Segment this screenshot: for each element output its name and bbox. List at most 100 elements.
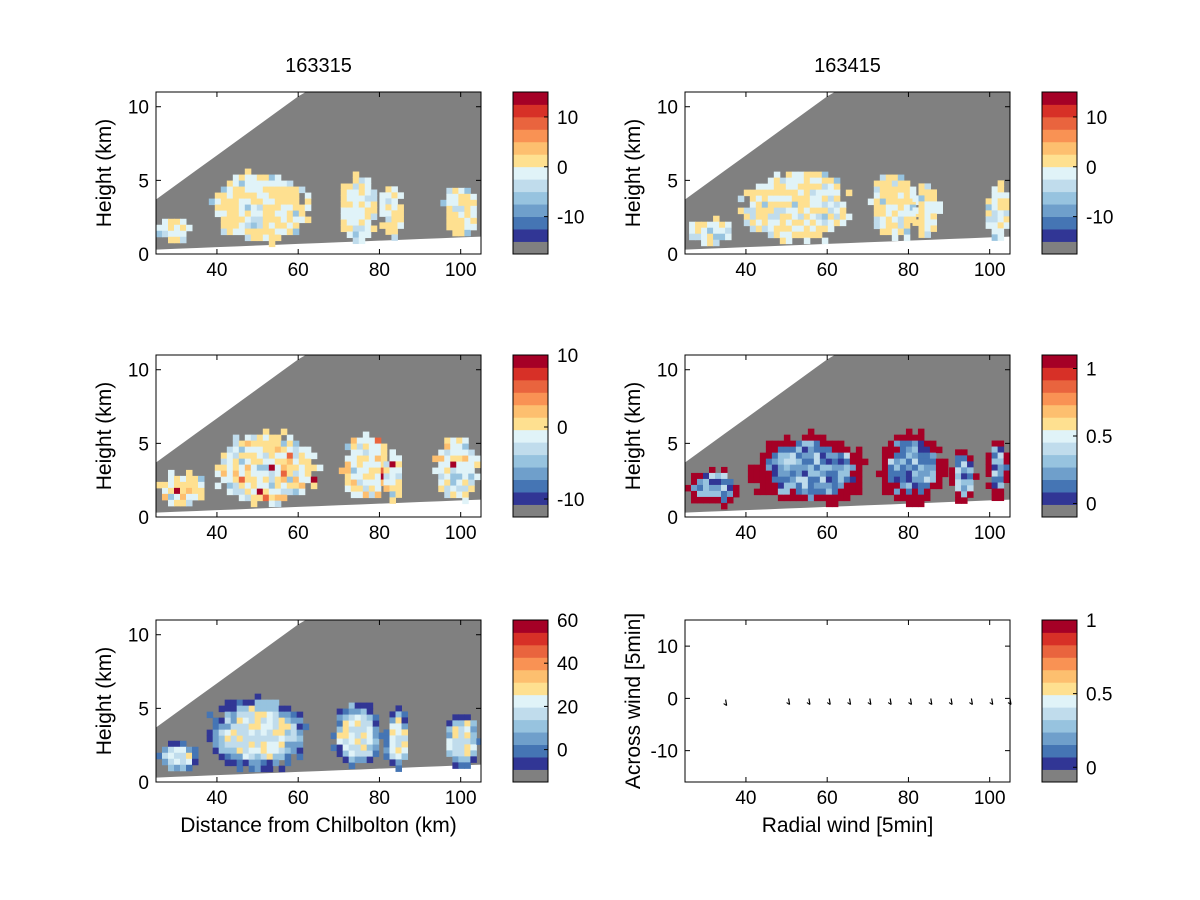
echo-pixel <box>821 171 829 179</box>
echo-pixel <box>821 183 829 191</box>
echo-pixel <box>395 711 402 718</box>
echo-pixel <box>366 708 374 716</box>
echo-pixel <box>929 476 937 484</box>
echo-pixel <box>893 476 901 484</box>
echo-pixel <box>350 473 358 481</box>
colorbar-segment <box>1042 92 1077 105</box>
echo-pixel <box>224 711 232 719</box>
echo-pixel <box>248 753 256 761</box>
echo-pixel <box>831 446 839 454</box>
y-tick-label: 0 <box>667 508 678 529</box>
echo-pixel <box>749 201 757 209</box>
echo-pixel <box>366 720 374 728</box>
x-tick-label: 100 <box>974 260 1006 281</box>
axes-frame <box>155 619 482 783</box>
x-tick-label: 40 <box>735 788 756 809</box>
echo-pixel <box>759 476 767 484</box>
echo-pixel <box>470 720 477 727</box>
echo-pixel <box>961 473 968 480</box>
echo-pixel <box>903 186 911 194</box>
echo-pixel <box>354 726 362 734</box>
echo-pixel <box>707 221 714 229</box>
echo-pixel <box>218 747 226 755</box>
echo-pixel <box>292 204 300 212</box>
echo-pixel <box>360 732 368 740</box>
echo-pixel <box>713 239 720 247</box>
axes-frame <box>155 91 482 255</box>
echo-pixel <box>280 458 288 466</box>
echo-pixel <box>236 723 244 731</box>
echo-pixel <box>232 228 240 236</box>
echo-pixel <box>935 446 943 454</box>
echo-pixel <box>250 210 258 218</box>
echo-pixel <box>949 473 956 480</box>
echo-pixel <box>218 717 226 725</box>
echo-pixel <box>368 485 376 493</box>
echo-pixel <box>366 702 374 710</box>
echo-pixel <box>771 476 779 484</box>
echo-pixel <box>214 198 222 206</box>
echo-pixel <box>777 440 785 448</box>
echo-pixel <box>825 464 833 472</box>
echo-pixel <box>827 183 835 191</box>
echo-pixel <box>296 741 304 749</box>
echo-pixel <box>383 485 390 492</box>
colorbar-segment <box>1042 467 1077 481</box>
echo-pixel <box>691 472 698 480</box>
echo-pixel <box>156 481 163 489</box>
echo-pixel <box>356 491 364 499</box>
echo-pixel <box>905 440 913 448</box>
echo-pixel <box>955 479 962 486</box>
echo-pixel <box>358 231 366 239</box>
echo-pixel <box>991 228 999 235</box>
echo-pixel <box>819 494 827 502</box>
echo-pixel <box>779 231 787 239</box>
echo-pixel <box>218 753 226 761</box>
echo-pixel <box>268 222 276 230</box>
echo-pixel <box>366 756 374 764</box>
echo-pixel <box>821 177 829 185</box>
echo-pixel <box>873 204 881 212</box>
echo-pixel <box>809 177 817 185</box>
echo-pixel <box>374 455 382 463</box>
echo-pixel <box>162 487 169 495</box>
echo-pixel <box>250 198 258 206</box>
colorbar: 10.50 <box>1041 611 1112 783</box>
wind-arrow-head <box>969 702 973 705</box>
echo-pixel <box>362 449 370 457</box>
echo-pixel <box>358 225 366 233</box>
echo-pixel <box>789 482 797 490</box>
echo-pixel <box>474 455 481 463</box>
echo-pixel <box>344 443 352 451</box>
echo-pixel <box>464 229 471 237</box>
echo-pixel <box>709 490 716 498</box>
echo-pixel <box>242 735 250 743</box>
echo-pixel <box>362 467 370 475</box>
echo-pixel <box>298 216 306 224</box>
echo-pixel <box>370 201 378 209</box>
echo-pixel <box>779 195 787 203</box>
echo-pixel <box>302 723 310 731</box>
echo-pixel <box>819 440 827 448</box>
echo-pixel <box>280 494 288 502</box>
echo-pixel <box>226 180 234 188</box>
echo-pixel <box>232 210 240 218</box>
echo-pixel <box>839 219 847 227</box>
echo-pixel <box>162 752 169 760</box>
echo-pixel <box>833 183 841 191</box>
echo-pixel <box>924 225 931 232</box>
echo-pixel <box>985 204 993 211</box>
wind-arrow <box>991 698 994 705</box>
echo-pixel <box>991 210 999 217</box>
echo-pixel <box>272 723 280 731</box>
echo-pixel <box>298 488 306 496</box>
echo-pixel <box>803 201 811 209</box>
echo-pixel <box>280 228 288 236</box>
echo-pixel <box>224 699 232 707</box>
echo-pixel <box>266 705 274 713</box>
echo-pixel <box>785 177 793 185</box>
echo-pixel <box>260 759 268 767</box>
echo-pixel <box>220 210 228 218</box>
echo-pixel <box>458 187 465 195</box>
echo-pixel <box>923 470 931 478</box>
